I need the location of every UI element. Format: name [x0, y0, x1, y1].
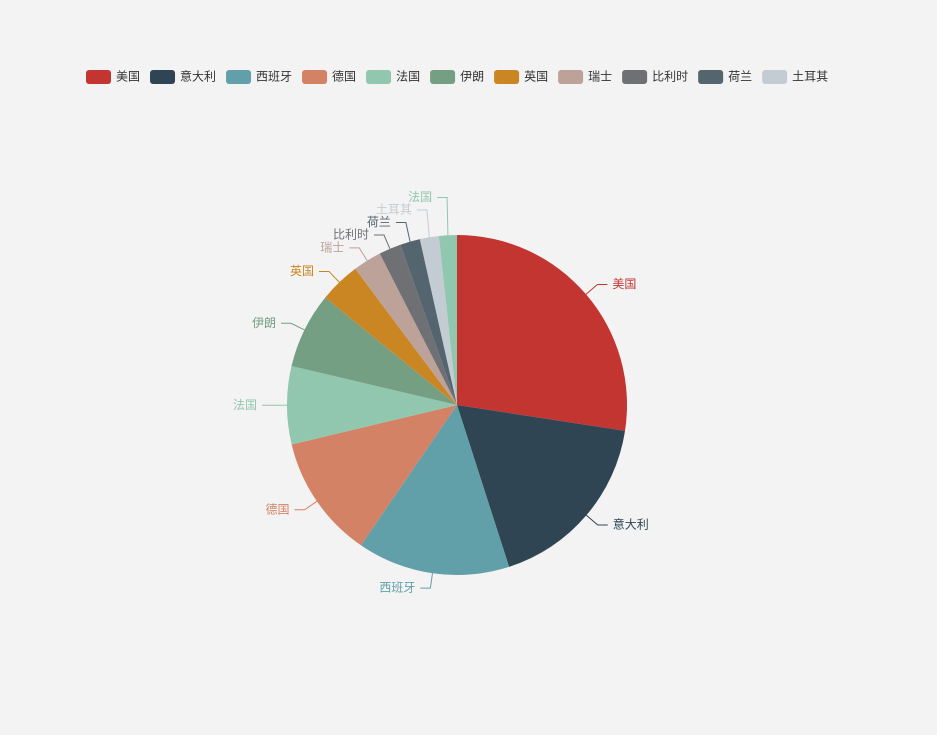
legend-swatch[interactable] — [698, 70, 724, 84]
label-line — [349, 247, 368, 261]
slice-label: 法国 — [233, 398, 257, 412]
label-line — [586, 514, 608, 526]
legend-swatch[interactable] — [226, 70, 252, 84]
legend-swatch[interactable] — [430, 70, 456, 84]
pie-slice — [291, 405, 457, 546]
pie-slice — [379, 244, 457, 405]
legend-label[interactable]: 英国 — [524, 70, 548, 84]
slice-label: 英国 — [290, 264, 314, 278]
legend-label[interactable]: 荷兰 — [728, 70, 752, 84]
slice-label: 比利时 — [333, 228, 369, 242]
label-line — [318, 270, 340, 283]
pie-slice — [419, 235, 457, 405]
pie-slice — [457, 405, 626, 567]
pie-slice — [291, 297, 457, 405]
legend-label[interactable]: 法国 — [396, 70, 420, 84]
pie-slice — [355, 253, 457, 405]
slice-label: 瑞士 — [320, 240, 344, 254]
pie-slice — [325, 268, 457, 405]
slice-label: 美国 — [612, 277, 636, 291]
legend-swatch[interactable] — [302, 70, 328, 84]
label-line — [395, 222, 411, 242]
pie-slice — [438, 235, 457, 405]
legend-label[interactable]: 比利时 — [652, 70, 688, 84]
legend-label[interactable]: 瑞士 — [588, 70, 612, 84]
pie-slice — [400, 239, 457, 405]
legend-label[interactable]: 德国 — [332, 69, 356, 84]
slice-label: 荷兰 — [367, 215, 391, 229]
legend-label[interactable]: 美国 — [116, 70, 140, 84]
legend-swatch[interactable] — [86, 70, 111, 84]
legend-swatch[interactable] — [762, 70, 788, 84]
label-line — [585, 284, 608, 295]
legend-swatch[interactable] — [558, 70, 584, 84]
label-line — [416, 209, 430, 238]
legend-label[interactable]: 伊朗 — [460, 70, 484, 84]
slice-label: 土耳其 — [376, 203, 412, 217]
label-line — [294, 500, 318, 511]
pie-slice — [457, 235, 628, 431]
legend-swatch[interactable] — [622, 70, 648, 84]
slice-label: 伊朗 — [252, 316, 276, 330]
slice-label: 意大利 — [613, 517, 649, 532]
legend-swatch[interactable] — [150, 70, 176, 84]
legend-swatch[interactable] — [494, 70, 520, 84]
label-line — [373, 234, 391, 249]
legend-swatch[interactable] — [366, 70, 392, 84]
legend-label[interactable]: 西班牙 — [256, 70, 292, 84]
slice-label: 德国 — [266, 501, 290, 516]
label-line — [437, 197, 449, 236]
label-line — [420, 573, 433, 589]
legend-label[interactable]: 土耳其 — [792, 70, 828, 84]
pie-slice — [287, 366, 457, 445]
pie-slice — [360, 405, 510, 575]
legend-label[interactable]: 意大利 — [180, 69, 216, 84]
slice-label: 法国 — [408, 190, 432, 204]
label-line — [281, 322, 305, 331]
slice-label: 西班牙 — [379, 581, 415, 595]
